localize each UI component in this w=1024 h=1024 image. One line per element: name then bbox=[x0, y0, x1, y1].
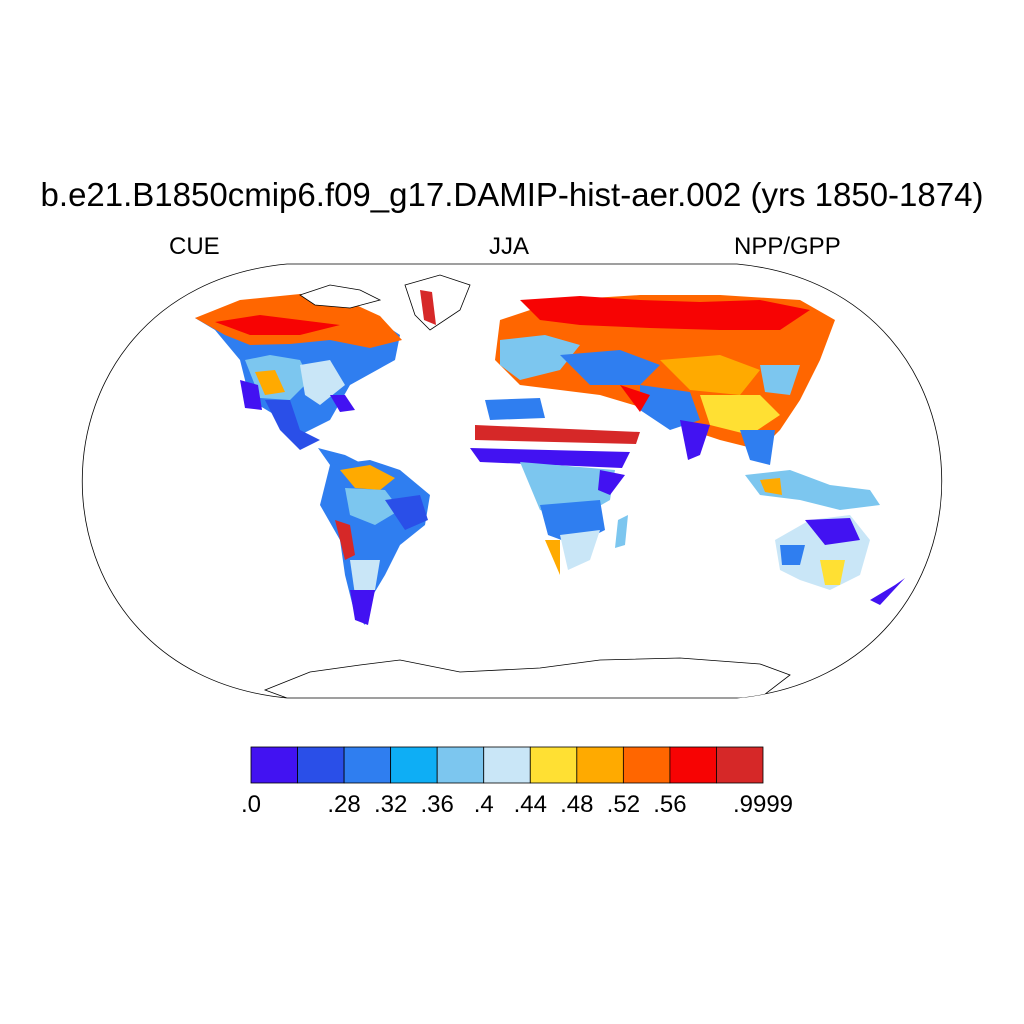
plot-title: b.e21.B1850cmip6.f09_g17.DAMIP-hist-aer.… bbox=[40, 176, 984, 213]
subtitle-right: NPP/GPP bbox=[734, 233, 841, 260]
subtitle-center: JJA bbox=[489, 233, 530, 260]
colorbar-tick-label: .28 bbox=[327, 791, 361, 818]
africa-region bbox=[470, 395, 640, 578]
australia-region bbox=[775, 515, 870, 590]
colorbar-tick-label: .48 bbox=[560, 791, 594, 818]
colorbar-swatch bbox=[622, 746, 671, 784]
colorbar-tick-label: .9999 bbox=[732, 791, 794, 818]
colorbar-swatch bbox=[250, 746, 298, 784]
colorbar-tick-label: .44 bbox=[513, 791, 547, 818]
colorbar-tick-label: .0 bbox=[240, 791, 262, 818]
colorbar-swatch bbox=[483, 746, 531, 784]
colorbar-swatch bbox=[297, 746, 345, 784]
colorbar-tick-label: .4 bbox=[473, 791, 494, 818]
south-america-region bbox=[320, 460, 430, 625]
colorbar-tick-label: .56 bbox=[653, 791, 687, 818]
colorbar-tick-label: .52 bbox=[606, 791, 641, 818]
colorbar-swatch bbox=[436, 746, 485, 784]
subtitle-left: CUE bbox=[169, 233, 220, 260]
colorbar-tick-label: .32 bbox=[373, 791, 408, 818]
eurasia-region bbox=[495, 295, 835, 465]
colorbar-tick-label: .36 bbox=[420, 791, 454, 818]
colorbar-swatch bbox=[529, 746, 578, 784]
colorbar-swatch bbox=[669, 746, 717, 784]
colorbar-swatch bbox=[390, 746, 438, 784]
colorbar-swatch bbox=[716, 746, 764, 784]
colorbar-swatch bbox=[576, 746, 624, 784]
colorbar-swatch bbox=[343, 746, 392, 784]
antarctica-outline bbox=[263, 657, 791, 698]
greenland-outline bbox=[404, 274, 471, 331]
